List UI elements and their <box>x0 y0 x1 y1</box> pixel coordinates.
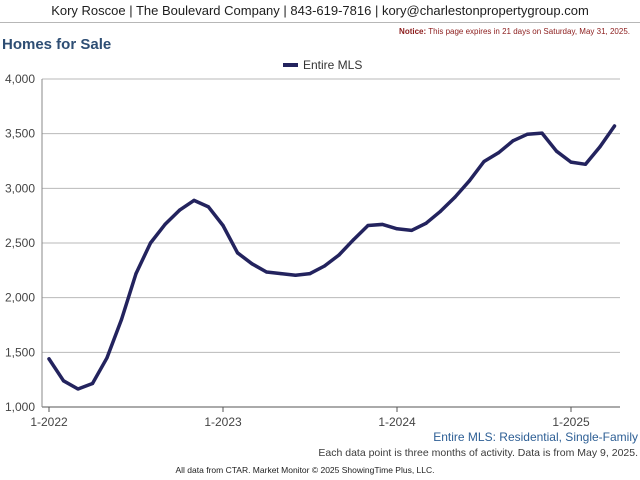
data-point <box>583 162 588 166</box>
data-point <box>554 149 559 153</box>
data-point <box>395 227 399 231</box>
data-point <box>221 223 225 228</box>
data-point <box>467 179 472 183</box>
series-line <box>47 124 617 391</box>
data-point <box>235 251 240 255</box>
data-point <box>438 209 443 213</box>
data-point <box>598 145 602 149</box>
data-point <box>119 317 124 322</box>
x-tick-label: 1-2022 <box>30 415 68 429</box>
data-point <box>540 131 544 135</box>
data-point <box>453 195 457 199</box>
data-point <box>293 273 298 277</box>
chart-subtitle: Entire MLS: Residential, Single-Family <box>433 430 638 444</box>
data-point <box>424 221 428 225</box>
page-title: Homes for Sale <box>2 36 112 53</box>
y-tick-label: 4,000 <box>5 72 35 86</box>
data-point <box>322 264 327 268</box>
contact-header: Kory Roscoe | The Boulevard Company | 84… <box>0 0 640 23</box>
data-point <box>511 139 515 143</box>
x-tick-label: 1-2024 <box>378 415 416 429</box>
y-tick-label: 1,500 <box>5 345 35 359</box>
y-tick-label: 2,500 <box>5 236 35 250</box>
x-tick-label: 1-2025 <box>552 415 590 429</box>
data-point <box>192 198 196 202</box>
data-point <box>264 270 269 274</box>
data-credit: All data from CTAR. Market Monitor © 202… <box>175 465 435 475</box>
x-axis: 1-2022 1-2023 1-2024 1-2025 <box>30 406 620 429</box>
data-point <box>482 159 486 164</box>
data-point <box>206 205 211 209</box>
data-point <box>134 272 138 276</box>
data-point <box>351 238 356 242</box>
data-point <box>380 222 385 227</box>
data-point <box>308 272 312 276</box>
y-tick-label: 3,000 <box>5 181 35 195</box>
expiry-notice: Notice: This page expires in 21 days on … <box>399 27 630 36</box>
series-layer <box>47 124 617 391</box>
data-point <box>47 357 51 361</box>
legend: Entire MLS <box>283 58 362 72</box>
legend-label: Entire MLS <box>303 58 362 72</box>
y-tick-label: 2,000 <box>5 291 35 305</box>
y-tick-label: 3,500 <box>5 127 35 141</box>
data-point <box>279 272 283 276</box>
data-point <box>163 222 167 227</box>
data-point <box>90 381 95 386</box>
data-point <box>76 387 80 391</box>
data-point <box>105 356 109 360</box>
data-point <box>496 151 501 155</box>
data-footnote: Each data point is three months of activ… <box>318 447 638 459</box>
y-axis: 1,000 1,500 2,000 2,500 3,000 3,500 4,000 <box>5 72 43 414</box>
data-point <box>148 241 153 245</box>
data-point <box>337 253 341 257</box>
data-point <box>250 262 254 266</box>
y-tick-label: 1,000 <box>5 400 35 414</box>
data-point <box>569 160 573 164</box>
grid-lines <box>42 78 620 353</box>
notice-label: Notice: <box>399 27 427 36</box>
data-point <box>177 208 182 212</box>
data-point <box>61 379 66 383</box>
data-point <box>525 132 530 136</box>
data-point <box>409 228 414 233</box>
notice-text: This page expires in 21 days on Saturday… <box>428 27 630 36</box>
data-point <box>612 124 617 128</box>
data-point <box>366 223 370 228</box>
x-tick-label: 1-2023 <box>204 415 242 429</box>
